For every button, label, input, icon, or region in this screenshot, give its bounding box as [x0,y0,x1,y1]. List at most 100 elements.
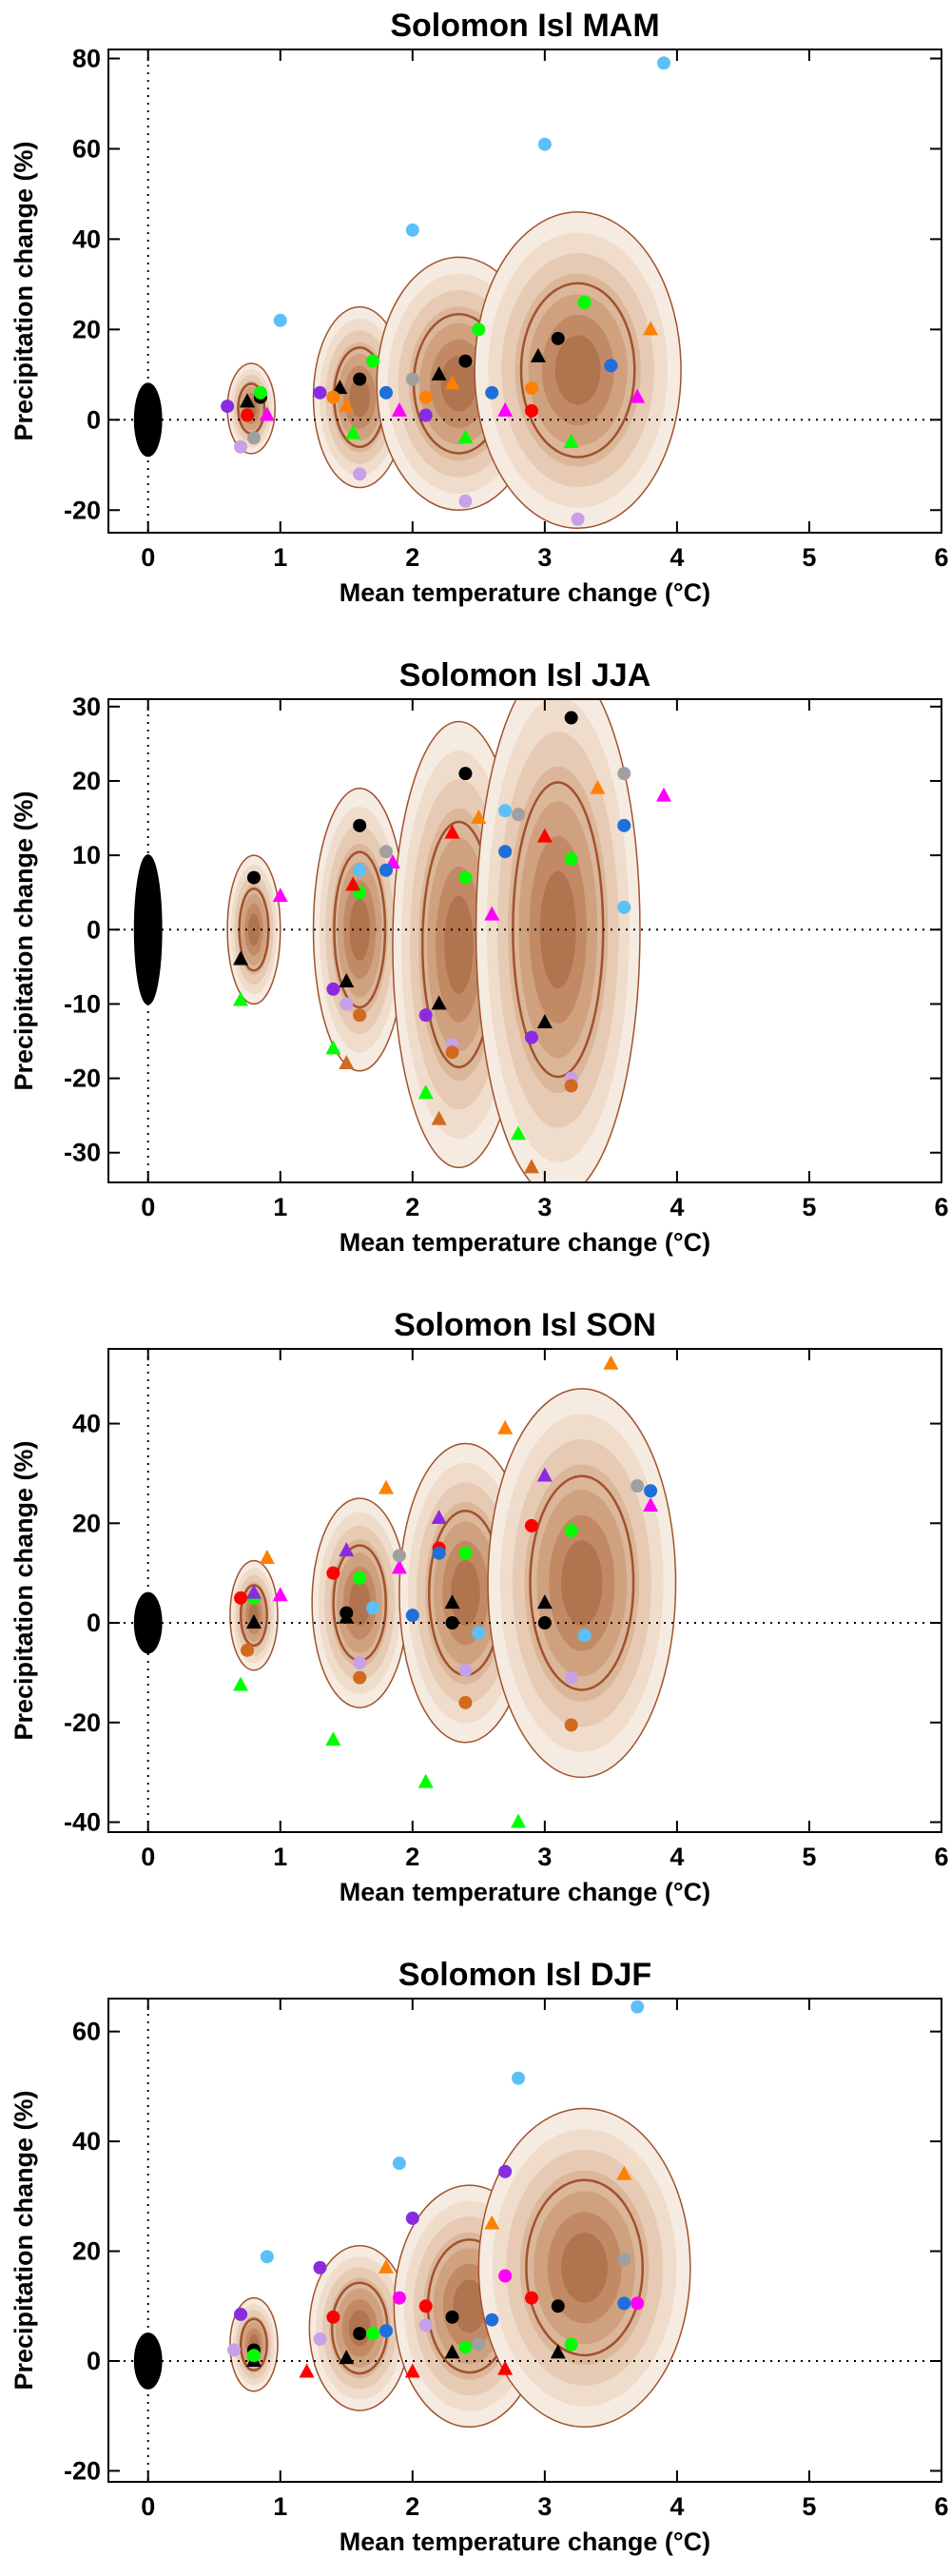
plot-area [108,699,941,1182]
x-tick-label: 2 [405,543,419,572]
point [241,1643,254,1657]
point [260,2250,274,2264]
point [564,2337,578,2352]
point [392,1549,406,1563]
point [472,322,486,337]
x-axis-label: Mean temperature change (°C) [340,578,710,607]
point [458,354,473,368]
y-tick-label: 60 [72,134,101,163]
point [644,1484,658,1498]
point [498,845,513,859]
x-tick-label: 6 [934,1193,948,1221]
point [339,1542,355,1557]
point [353,1655,367,1669]
x-tick-label: 3 [537,1193,552,1221]
x-tick-label: 1 [273,543,287,572]
point [313,385,327,400]
point [392,2156,406,2171]
point [431,1110,447,1125]
y-tick-label: 60 [72,2018,101,2046]
ellipse-outer [226,854,281,1005]
y-tick-label: 40 [72,2127,101,2156]
point [656,787,671,802]
point [630,388,646,403]
point [325,1731,341,1747]
ellipse-outer [474,211,682,530]
point [234,1590,248,1605]
point [485,2313,499,2327]
y-axis-label: Precipitation change (%) [10,1440,38,1740]
point [378,2258,394,2274]
point [536,1594,553,1610]
point [253,385,267,400]
x-tick-label: 3 [537,2492,552,2521]
point [299,2363,315,2378]
y-tick-label: 0 [87,2347,101,2375]
y-tick-label: 0 [87,1609,101,1637]
point [418,390,433,404]
point [418,2299,433,2313]
y-tick-label: 20 [72,767,101,795]
point [631,2296,645,2311]
x-tick-label: 5 [802,1843,816,1871]
point [458,494,473,508]
chart-title: Solomon Isl SON [394,1307,656,1343]
x-tick-label: 4 [670,1843,684,1871]
y-tick-label: 0 [87,405,101,434]
point [221,400,235,414]
point [246,431,261,445]
ellipse-shade [440,356,477,412]
ellipse-group [487,1388,677,1779]
point [240,393,255,408]
ellipse-outer [487,1388,677,1779]
point [537,1616,552,1630]
point [241,408,254,422]
point [246,2349,261,2363]
point [245,1614,262,1630]
point [379,2324,393,2338]
y-tick-label: 10 [72,841,101,869]
point [272,1587,288,1602]
point [485,385,499,400]
x-tick-label: 2 [405,1193,419,1221]
point [524,381,538,396]
ellipse-outer [475,699,641,1182]
panel: Solomon Isl MAM Mean temperature change (… [10,8,949,607]
panel: Solomon Isl JJA Mean temperature change (… [10,657,949,1257]
point [326,390,340,404]
y-tick-label: -10 [64,989,101,1018]
point [391,401,407,417]
y-tick-label: 20 [72,2237,101,2266]
point [536,828,553,843]
point [353,863,367,877]
point [498,2269,513,2283]
y-axis-label: Precipitation change (%) [10,790,38,1090]
point [345,424,361,439]
x-tick-label: 1 [273,2492,287,2521]
point [418,408,433,422]
point [332,380,348,395]
x-tick-label: 1 [273,1843,287,1871]
x-tick-label: 5 [802,543,816,572]
point [524,2291,538,2305]
point [603,1355,619,1370]
point [550,2344,566,2359]
x-tick-label: 5 [802,1193,816,1221]
point [472,2337,486,2352]
point [391,1559,407,1574]
ellipse-inner [529,1474,635,1691]
point [537,137,552,151]
point [326,1566,340,1580]
ellipse-outer [229,1559,279,1671]
point [577,295,592,309]
point [339,1054,355,1069]
x-tick-label: 0 [141,1843,155,1871]
point [392,2291,406,2305]
plot-area [108,1999,941,2482]
point [405,1609,419,1623]
point [431,1510,447,1525]
point [445,2310,459,2324]
ellipse-group [474,211,682,530]
point [617,2296,631,2311]
point [326,982,340,996]
